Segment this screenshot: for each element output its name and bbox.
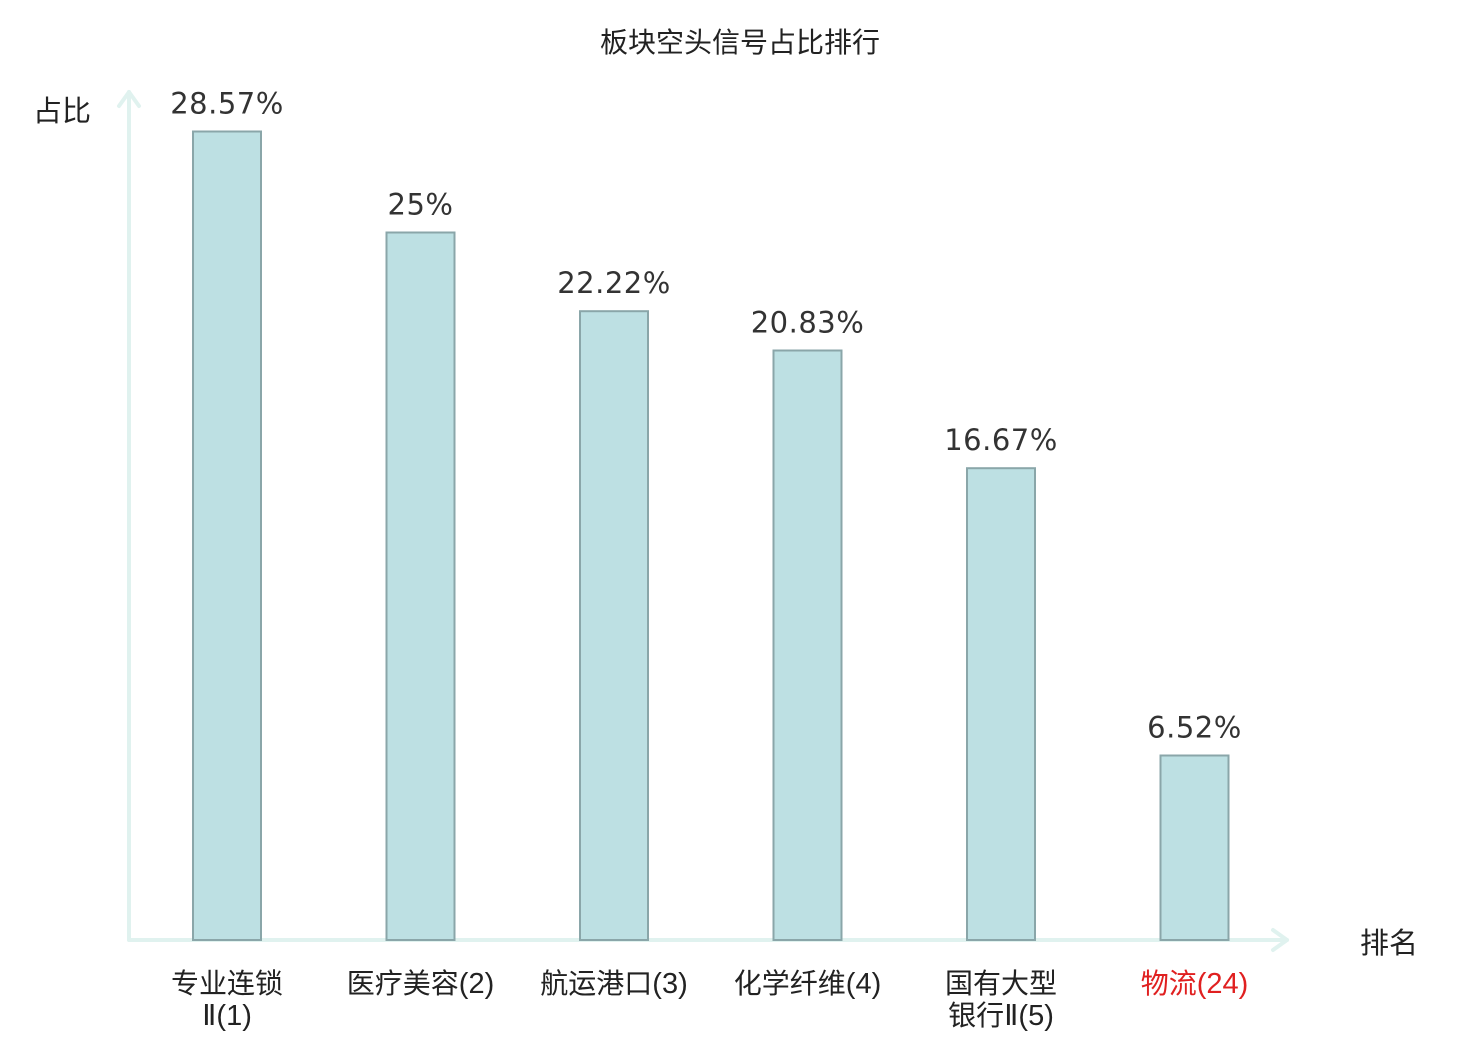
tick-label-name: 医疗美容	[347, 967, 459, 1000]
tick-label-1-line-2: Ⅱ(1)	[202, 1000, 252, 1032]
data-label-3: 22.22%	[557, 266, 671, 300]
tick-label-5-line-1: 国有大型	[945, 967, 1057, 1000]
tick-label-2-line-1: 医疗美容(2)	[347, 967, 494, 1000]
tick-label-name: 银行	[948, 999, 1004, 1032]
tick-label-rank: (4)	[846, 968, 881, 1000]
bar-6	[1159, 754, 1230, 941]
tick-label-name: 国有大型	[945, 967, 1057, 1000]
tick-label-name: 物流	[1141, 967, 1197, 1000]
tick-label-rank: (2)	[459, 968, 494, 1000]
y-axis-label: 占比	[33, 94, 91, 128]
tick-label-6-line-1: 物流(24)	[1141, 967, 1249, 1000]
tick-label-rank: Ⅱ(5)	[1004, 1000, 1054, 1032]
value-labels-group: 28.57% 25% 22.22% 20.83% 16.67% 6.52%	[170, 87, 1242, 745]
bar-4	[772, 349, 843, 941]
bar-2	[385, 231, 456, 941]
tick-label-name: 专业连锁	[171, 967, 283, 1000]
tick-label-4-line-1: 化学纤维(4)	[734, 967, 881, 1000]
data-label-6: 6.52%	[1147, 711, 1242, 745]
bars-group	[192, 130, 1230, 941]
data-label-5: 16.67%	[944, 423, 1058, 457]
bar-5	[966, 467, 1036, 941]
tick-label-1-line-1: 专业连锁	[171, 967, 283, 1000]
bar-3	[579, 310, 649, 941]
data-label-1: 28.57%	[170, 87, 284, 121]
tick-label-name: 化学纤维	[734, 967, 846, 1000]
data-label-4: 20.83%	[751, 306, 865, 340]
tick-label-3-line-1: 航运港口(3)	[540, 967, 687, 1000]
y-axis	[117, 90, 141, 942]
tick-label-name: 航运港口	[540, 967, 652, 1000]
data-label-2: 25%	[388, 188, 454, 222]
x-axis-label: 排名	[1360, 926, 1418, 960]
tick-label-rank: (24)	[1197, 968, 1249, 1000]
chart-title: 板块空头信号占比排行	[600, 26, 880, 59]
x-axis	[127, 928, 1289, 952]
tick-label-5-line-2: 银行Ⅱ(5)	[948, 999, 1054, 1032]
tick-label-rank: (3)	[652, 968, 687, 1000]
bar-1	[192, 130, 262, 941]
tick-label-rank: Ⅱ(1)	[202, 1000, 252, 1032]
